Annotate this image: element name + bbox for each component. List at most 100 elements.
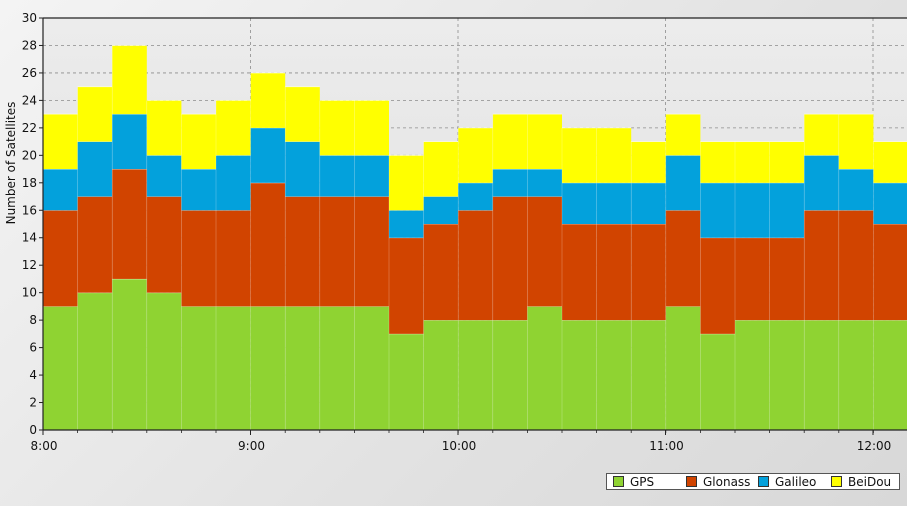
bar-glonass-13: 9:05 Glonass: 9 [492,196,528,321]
legend-item-glonass: Glonass [680,475,752,489]
bar-galileo-15: 9:15 Galileo: 3 [562,182,597,224]
y-tick-label-3: 6 [29,341,37,355]
bar-glonass-2: 8:10 Glonass: 8 [112,169,147,279]
bar-galileo-1: 8:05 Galileo: 4 [77,141,113,197]
bar-beidou-17: 9:25 BeiDou: 3 [631,141,666,183]
legend-label-glonass: Glonass [703,474,751,489]
bar-glonass-9: 8:45 Glonass: 8 [354,196,389,307]
bar-gps-1: 8:05 GPS: 10 [77,292,113,430]
bar-glonass-20: 9:40 Glonass: 6 [735,237,770,321]
bar-glonass-7: 8:35 Glonass: 8 [285,196,320,307]
bar-glonass-21: 9:45 Glonass: 6 [769,237,805,321]
bar-beidou-24: 10:00 BeiDou: 3 [873,141,907,183]
bar-glonass-10: 8:50 Glonass: 7 [389,237,424,334]
bar-beidou-7: 8:35 BeiDou: 4 [285,86,320,142]
bar-galileo-4: 8:20 Galileo: 3 [181,169,216,211]
bar-gps-13: 9:05 GPS: 8 [492,320,528,430]
bar-galileo-3: 8:15 Galileo: 3 [146,155,182,197]
series-bars: 8:00 GPS: 98:00 Glonass: 78:00 Galileo: … [43,45,907,430]
legend-swatch-glonass [686,476,697,487]
bar-galileo-11: 8:55 Galileo: 2 [423,196,459,224]
bar-beidou-22: 9:50 BeiDou: 3 [804,114,839,156]
bar-glonass-5: 8:25 Glonass: 7 [216,210,251,307]
bar-beidou-20: 9:40 BeiDou: 3 [735,141,770,183]
bar-gps-18: 9:30 GPS: 9 [665,306,701,430]
bar-galileo-13: 9:05 Galileo: 2 [492,169,528,197]
plot-frame [42,17,907,431]
bar-beidou-21: 9:45 BeiDou: 3 [769,141,805,183]
bar-glonass-18: 9:30 Glonass: 7 [665,210,701,307]
legend-item-beidou: BeiDou [825,475,891,489]
bar-beidou-5: 8:25 BeiDou: 4 [216,100,251,156]
bar-galileo-0: 8:00 Galileo: 3 [43,169,78,211]
bar-gps-16: 9:20 GPS: 8 [596,320,632,430]
bar-galileo-5: 8:25 Galileo: 4 [216,155,251,211]
bar-gps-20: 9:40 GPS: 8 [735,320,770,430]
bar-galileo-23: 9:55 Galileo: 3 [838,169,874,211]
bar-beidou-3: 8:15 BeiDou: 4 [146,100,182,156]
bar-beidou-1: 8:05 BeiDou: 4 [77,86,113,142]
bar-glonass-8: 8:40 Glonass: 8 [319,196,355,307]
bar-glonass-24: 10:00 Glonass: 7 [873,224,907,321]
bar-galileo-8: 8:40 Galileo: 3 [319,155,355,197]
legend-label-gps: GPS [630,474,655,489]
bar-galileo-18: 9:30 Galileo: 4 [665,155,701,211]
bar-beidou-11: 8:55 BeiDou: 4 [423,141,459,197]
bar-gps-8: 8:40 GPS: 9 [319,306,355,430]
x-tick-label-2: 10:00 [442,439,477,453]
bar-gps-14: 9:10 GPS: 9 [527,306,562,430]
bar-gps-23: 9:55 GPS: 8 [838,320,874,430]
bar-gps-15: 9:15 GPS: 8 [562,320,597,430]
y-tick-label-14: 28 [22,38,37,52]
bar-galileo-19: 9:35 Galileo: 4 [700,182,735,238]
bar-galileo-6: 8:30 Galileo: 4 [250,127,286,183]
bar-galileo-21: 9:45 Galileo: 4 [769,182,805,238]
legend-label-beidou: BeiDou [848,474,892,489]
x-tick-label-0: 8:00 [31,439,58,453]
bar-gps-9: 8:45 GPS: 9 [354,306,389,430]
bar-beidou-16: 9:20 BeiDou: 4 [596,127,632,183]
y-tick-label-10: 20 [22,148,37,162]
bar-gps-24: 10:00 GPS: 8 [873,320,907,430]
bar-glonass-15: 9:15 Glonass: 7 [562,224,597,321]
x-axis: 8:00 9:00 10:00 11:00 12:00 [31,430,891,453]
y-tick-label-15: 30 [22,11,37,25]
y-tick-label-13: 26 [22,66,37,80]
bar-beidou-6: 8:30 BeiDou: 4 [250,72,286,128]
bar-galileo-16: 9:20 Galileo: 3 [596,182,632,224]
bar-beidou-23: 9:55 BeiDou: 4 [838,114,874,170]
chart-legend: GPS Glonass Galileo BeiDou [606,473,900,490]
bar-gps-19: 9:35 GPS: 7 [700,333,735,430]
y-tick-label-12: 24 [22,93,37,107]
legend-item-gps: GPS [607,475,680,489]
legend-swatch-beidou [831,476,842,487]
bar-galileo-22: 9:50 Galileo: 4 [804,155,839,211]
bar-gps-17: 9:25 GPS: 8 [631,320,666,430]
bar-beidou-0: 8:00 BeiDou: 4 [43,114,78,170]
bar-beidou-4: 8:20 BeiDou: 4 [181,114,216,170]
bar-beidou-13: 9:05 BeiDou: 4 [492,114,528,170]
bar-gps-12: 9:00 GPS: 8 [458,320,493,430]
y-tick-label-11: 22 [22,121,37,135]
y-tick-label-4: 8 [29,313,37,327]
y-tick-label-6: 12 [22,258,37,272]
bar-glonass-23: 9:55 Glonass: 8 [838,210,874,321]
bar-glonass-3: 8:15 Glonass: 7 [146,196,182,293]
bar-glonass-14: 9:10 Glonass: 8 [527,196,562,307]
legend-swatch-galileo [758,476,769,487]
legend-label-galileo: Galileo [775,474,817,489]
bar-beidou-14: 9:10 BeiDou: 4 [527,114,562,170]
y-tick-label-7: 14 [22,231,37,245]
bar-beidou-18: 9:30 BeiDou: 3 [665,114,701,156]
legend-swatch-gps [613,476,624,487]
bar-galileo-2: 8:10 Galileo: 4 [112,114,147,170]
bar-glonass-19: 9:35 Glonass: 7 [700,237,735,334]
bar-gps-11: 8:55 GPS: 8 [423,320,459,430]
y-tick-label-5: 10 [22,286,37,300]
bar-gps-0: 8:00 GPS: 9 [43,306,78,430]
bar-gps-2: 8:10 GPS: 11 [112,278,147,430]
legend-item-galileo: Galileo [752,475,825,489]
bar-gps-21: 9:45 GPS: 8 [769,320,805,430]
bar-glonass-4: 8:20 Glonass: 7 [181,210,216,307]
